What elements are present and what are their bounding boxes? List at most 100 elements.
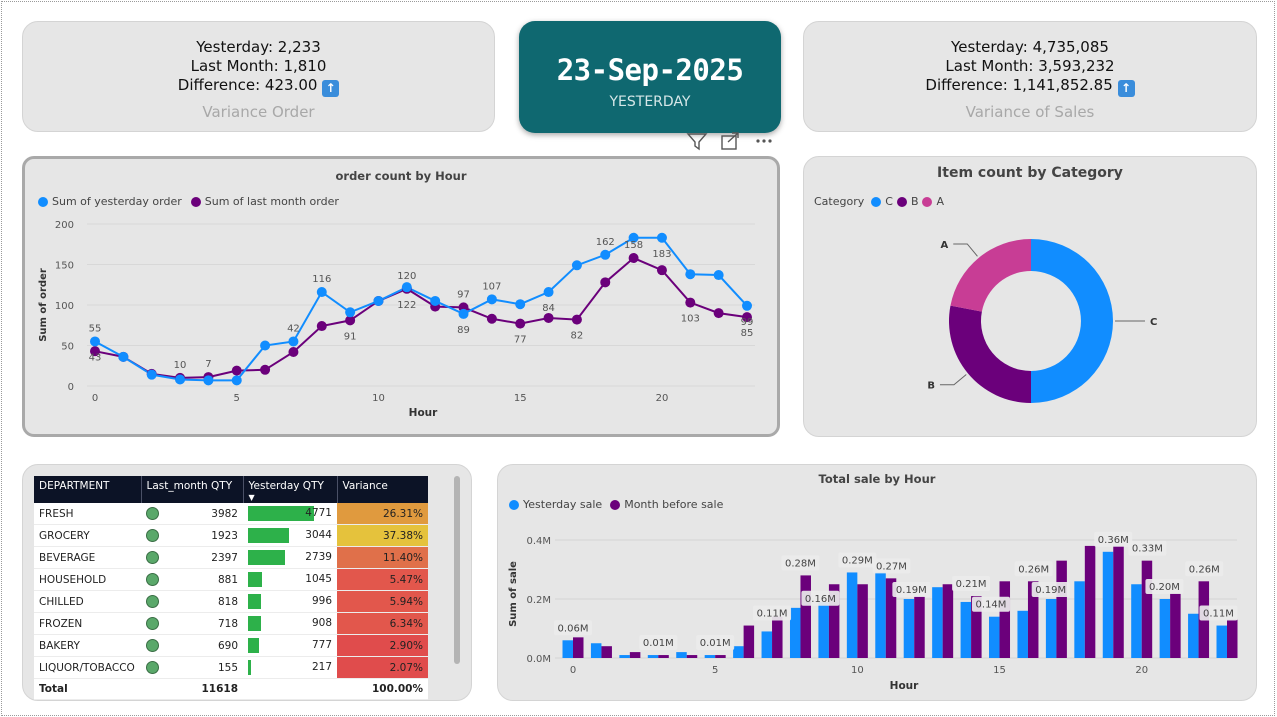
table-row[interactable]: CHILLED 818 996 5.94% [34, 590, 428, 613]
data-label-bg [892, 581, 931, 597]
legend-yesterday-sale-marker [509, 499, 519, 510]
data-point [742, 300, 752, 311]
data-label: 77 [514, 335, 527, 346]
table-row[interactable]: BAKERY 690 777 2.90% [34, 634, 428, 657]
cell-variance: 37.38% [337, 524, 428, 547]
bar-month-before [686, 655, 698, 658]
cell-yesterday: 777 [243, 634, 337, 657]
sort-desc-icon: ▼ [248, 493, 255, 502]
bar-month-before [743, 625, 755, 658]
bar-month-before [1084, 545, 1096, 658]
sale-bar-chart: 0.0M 0.2M 0.4M 0 5 10 15 20 Hour Sum of sale 0.06M… [508, 531, 1238, 692]
cell-last-month-value: 3982 [211, 507, 238, 520]
orders-difference: Difference: 423.00 ↑ [23, 76, 494, 97]
data-bar [248, 506, 314, 521]
cell-yesterday-value: 1045 [305, 573, 332, 585]
cell-last-month-value: 690 [217, 639, 238, 652]
table-row[interactable]: HOUSEHOLD 881 1045 5.47% [34, 568, 428, 591]
table-row[interactable]: FROZEN 718 908 6.34% [34, 612, 428, 635]
data-label: 89 [457, 325, 470, 336]
data-point [628, 253, 639, 264]
table-row[interactable]: FRESH 3982 4771 26.31% [34, 503, 428, 525]
kpi-card-orders[interactable]: Yesterday: 2,233 Last Month: 1,810 Diffe… [22, 21, 495, 132]
orders-difference-text: Difference: 423.00 [177, 76, 318, 94]
bar-yesterday [932, 587, 943, 658]
bar-month-before [800, 575, 811, 658]
filter-icon[interactable] [686, 133, 708, 151]
focus-mode-icon[interactable] [721, 132, 739, 150]
bar-yesterday [619, 655, 630, 658]
data-label: 162 [596, 237, 615, 248]
data-label: 0.11M [757, 609, 788, 620]
legend-b-marker [896, 196, 907, 207]
data-point [260, 340, 271, 351]
cell-last-month-value: 2397 [211, 551, 238, 564]
data-label: 97 [457, 289, 470, 300]
bar-month-before [629, 652, 641, 658]
table-scrollbar[interactable] [454, 476, 460, 664]
sales-yesterday: Yesterday: 4,735,085 [951, 38, 1109, 56]
status-circle-icon [146, 595, 159, 608]
status-circle-icon [146, 617, 159, 630]
order-line-chart: 0 50 100 150 200 0 5 10 15 20 Hour Sum of order 55 43… [38, 220, 755, 419]
order-chart-card[interactable] [22, 156, 780, 437]
cell-department: BAKERY [34, 634, 141, 657]
department-table: DEPARTMENT Last_month QTY Yesterday QTY … [34, 476, 428, 700]
x-tick-label: 20 [1135, 665, 1148, 676]
data-label-bg [1185, 561, 1224, 577]
data-label: 82 [571, 331, 584, 342]
data-point [486, 294, 497, 305]
legend-a-marker [922, 196, 933, 207]
bar-month-before [1027, 581, 1039, 658]
data-label-bg [696, 635, 735, 651]
x-axis-title: Hour [409, 407, 438, 419]
data-label: 120 [397, 271, 416, 282]
data-label: 183 [652, 249, 671, 260]
legend-yesterday-sale: Yesterday sale [523, 498, 603, 511]
bar-yesterday [1074, 581, 1085, 658]
table-row[interactable]: BEVERAGE 2397 2739 11.40% [34, 546, 428, 569]
data-label: 0.01M [643, 638, 674, 649]
kpi-card-sales[interactable]: Yesterday: 4,735,085 Last Month: 3,593,2… [803, 21, 1257, 132]
cell-yesterday: 4771 [243, 503, 337, 525]
more-options-icon[interactable] [756, 139, 772, 143]
data-label-bg [952, 576, 991, 592]
table-row[interactable]: LIQUOR/TOBACCO 155 217 2.07% [34, 656, 428, 679]
cell-yesterday-value: 3044 [305, 529, 332, 541]
data-bar [248, 528, 290, 543]
bar-month-before [1056, 560, 1067, 658]
bar-yesterday [1188, 613, 1199, 658]
x-tick-label: 20 [656, 393, 669, 404]
data-point [600, 277, 611, 288]
bar-month-before [1113, 545, 1124, 658]
x-tick-label: 5 [234, 393, 240, 404]
data-point [288, 346, 299, 357]
date-card[interactable]: 23-Sep-2025 YESTERDAY [519, 21, 781, 133]
data-label: 0.19M [1035, 585, 1066, 596]
series-line-yesterday [94, 236, 748, 382]
category-chart-title: Item count by Category [937, 165, 1123, 181]
category-chart-legend: Category C B A [814, 195, 944, 208]
status-circle-icon [146, 573, 159, 586]
data-label: 0.19M [896, 585, 927, 596]
bar-yesterday [733, 646, 744, 658]
data-label: 0.28M [785, 558, 816, 569]
col-last-month-qty[interactable]: Last_month QTY [141, 476, 244, 503]
col-variance[interactable]: Variance [337, 476, 428, 503]
category-legend-title: Category [814, 195, 865, 208]
leader-line [939, 374, 967, 386]
bar-month-before [942, 584, 954, 658]
table-header-row: DEPARTMENT Last_month QTY Yesterday QTY … [34, 476, 428, 503]
cell-yesterday: 3044 [243, 524, 337, 547]
bar-yesterday [1045, 599, 1057, 658]
x-tick-label: 0 [92, 393, 98, 404]
col-yesterday-qty[interactable]: Yesterday QTY ▼ [243, 476, 338, 503]
table-row[interactable]: GROCERY 1923 3044 37.38% [34, 524, 428, 547]
sales-difference: Difference: 1,141,852.85 ↑ [804, 76, 1256, 97]
data-point [118, 351, 129, 362]
bar-yesterday [590, 643, 602, 658]
x-tick-label: 0 [570, 665, 576, 676]
cell-variance: 5.94% [337, 590, 428, 613]
col-department[interactable]: DEPARTMENT [34, 476, 142, 503]
data-label-bg [781, 555, 820, 571]
